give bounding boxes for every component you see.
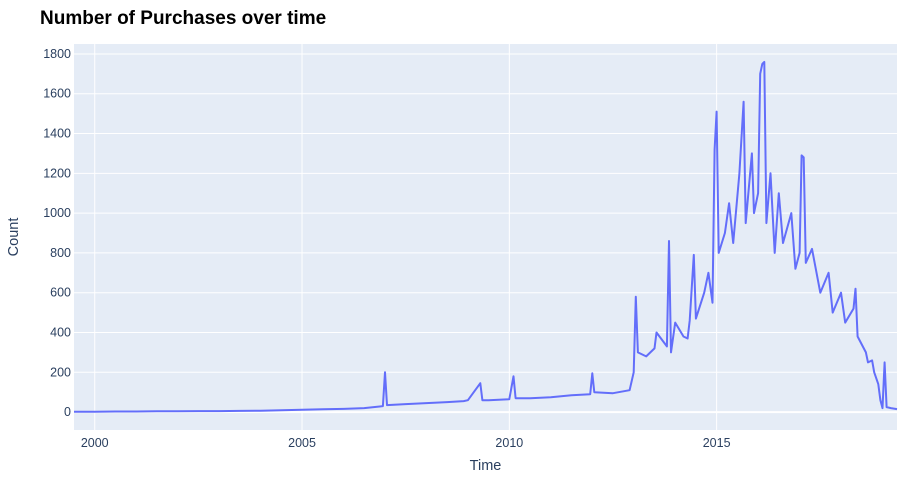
x-axis-ticks: 2000 2005 2010 2015 <box>81 436 731 450</box>
series-layer <box>74 60 898 413</box>
y-tick-label: 1400 <box>43 127 71 141</box>
y-tick-label: 0 <box>64 405 71 419</box>
y-tick-label: 1200 <box>43 166 71 180</box>
x-axis-title: Time <box>470 458 502 474</box>
y-tick-label: 200 <box>50 365 71 379</box>
y-tick-label: 800 <box>50 246 71 260</box>
y-axis-ticks: 0 200 400 600 800 1000 1200 1400 1600 1800 <box>43 47 71 419</box>
y-tick-label: 600 <box>50 286 71 300</box>
x-tick-label: 2000 <box>81 436 109 450</box>
y-tick-label: 1600 <box>43 87 71 101</box>
y-axis-title: Count <box>6 218 22 257</box>
y-tick-label: 400 <box>50 326 71 340</box>
y-tick-label: 1000 <box>43 206 71 220</box>
y-tick-label: 1800 <box>43 47 71 61</box>
chart-title: Number of Purchases over time <box>40 8 327 29</box>
series-line-0 <box>74 60 898 413</box>
x-tick-label: 2005 <box>288 436 316 450</box>
x-tick-label: 2010 <box>495 436 523 450</box>
x-tick-label: 2015 <box>703 436 731 450</box>
